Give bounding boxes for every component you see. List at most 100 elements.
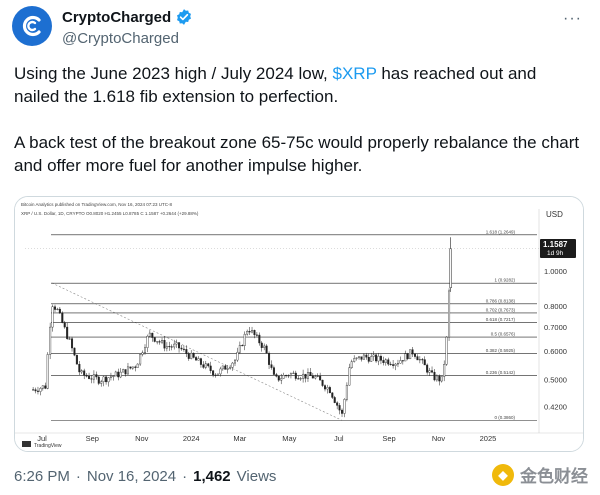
candle-body (32, 389, 35, 391)
candle-body (51, 306, 54, 328)
candle-body (34, 389, 37, 392)
candle-body (268, 352, 271, 365)
price-tag-countdown: 1d 9h (547, 250, 564, 257)
tweet-text-segment: Using the June 2023 high / July 2024 low… (14, 64, 333, 83)
candle-body (443, 364, 446, 377)
candle-body (229, 367, 232, 369)
candle-body (350, 361, 353, 368)
tradingview-logo-icon (22, 441, 31, 447)
author-handle[interactable]: @CryptoCharged (62, 30, 179, 47)
candle-body (71, 338, 74, 349)
candle-body (126, 366, 129, 375)
candle-body (389, 363, 392, 365)
candle-body (216, 373, 219, 376)
candle-body (270, 364, 273, 368)
x-tick-label: 2025 (480, 434, 497, 443)
candle-body (433, 371, 436, 381)
candle-body (358, 356, 361, 359)
candle-body (258, 334, 261, 344)
x-tick-label: Nov (135, 434, 149, 443)
fib-level-label: 0.702 (0.7673) (486, 307, 516, 312)
candle-body (224, 365, 227, 370)
candle-body (226, 368, 229, 370)
tweet-text-segment: has reached out and nailed the 1.618 fib… (14, 64, 537, 106)
candle-body (204, 363, 207, 368)
candle-body (102, 376, 105, 382)
candle-body (353, 358, 356, 362)
chart-image[interactable]: Bitcoin Analytics published on TradingVi… (14, 196, 584, 452)
candle-body (109, 376, 112, 378)
candle-body (63, 322, 66, 328)
author-name[interactable]: CryptoCharged (62, 8, 172, 26)
y-tick-label: 0.7000 (544, 323, 567, 332)
candle-body (209, 365, 212, 371)
fib-level-label: 1 (0.9282) (494, 278, 515, 283)
candle-body (321, 379, 324, 386)
candle-body (124, 369, 127, 375)
candle-body (448, 290, 451, 338)
candle-body (187, 353, 190, 359)
watermark: ◆ 金色财经 (492, 462, 588, 487)
candle-body (265, 345, 268, 354)
candle-body (153, 337, 156, 342)
candle-body (304, 373, 307, 379)
candle-body (146, 335, 149, 348)
candle-body (294, 372, 297, 379)
candle-body (207, 363, 210, 367)
candle-body (409, 349, 412, 360)
candle-body (161, 340, 164, 343)
candle-body (348, 367, 351, 386)
price-tag-value: 1.1587 (543, 240, 568, 249)
verified-badge-icon (177, 9, 192, 25)
y-tick-label: 0.4200 (544, 403, 567, 412)
fib-level-label: 0.5 (0.6576) (491, 332, 516, 337)
candle-body (435, 375, 438, 381)
candle-body (399, 360, 402, 364)
y-tick-label: 0.8000 (544, 302, 567, 311)
watermark-text: 金色财经 (520, 467, 588, 486)
x-tick-label: Jul (334, 434, 344, 443)
candle-body (440, 376, 443, 382)
fib-level-label: 1.618 (1.2649) (486, 229, 516, 234)
fib-level-label: 0.618 (0.7217) (486, 317, 516, 322)
trendline (51, 282, 343, 421)
candle-body (219, 368, 222, 375)
candle-body (100, 381, 103, 384)
more-options-icon[interactable]: ··· (563, 10, 582, 27)
candle-body (311, 375, 314, 379)
candle-body (170, 346, 173, 348)
avatar[interactable] (12, 6, 52, 46)
views-count: 1,462 (193, 468, 231, 485)
candle-body (105, 376, 108, 383)
candle-body (319, 375, 322, 381)
candle-body (299, 378, 302, 380)
candle-body (314, 376, 317, 379)
price-chart: Bitcoin Analytics published on TradingVi… (15, 197, 583, 451)
candle-body (95, 374, 98, 378)
tradingview-brand-label: TradingView (34, 443, 62, 449)
candle-body (302, 373, 305, 379)
candle-body (401, 360, 404, 362)
post-time[interactable]: 6:26 PM (14, 468, 70, 485)
x-tick-label: Sep (86, 434, 99, 443)
y-tick-label: 0.5000 (544, 375, 567, 384)
candle-body (185, 349, 188, 354)
candle-body (375, 354, 378, 362)
candle-body (362, 354, 365, 360)
candle-body (233, 359, 236, 364)
candle-body (212, 370, 215, 376)
currency-label: USD (546, 210, 563, 219)
fib-level-label: 0.786 (0.8138) (486, 298, 516, 303)
candle-body (379, 355, 382, 361)
candle-body (341, 409, 344, 414)
candle-body (97, 376, 100, 384)
post-date[interactable]: Nov 16, 2024 (86, 468, 177, 485)
candle-body (309, 372, 312, 376)
candle-body (272, 367, 275, 375)
candle-body (143, 347, 146, 353)
x-tick-label: Mar (233, 434, 246, 443)
candle-body (131, 366, 134, 369)
cashtag-link[interactable]: $XRP (332, 64, 377, 83)
candle-body (292, 372, 295, 374)
candle-body (68, 338, 71, 340)
